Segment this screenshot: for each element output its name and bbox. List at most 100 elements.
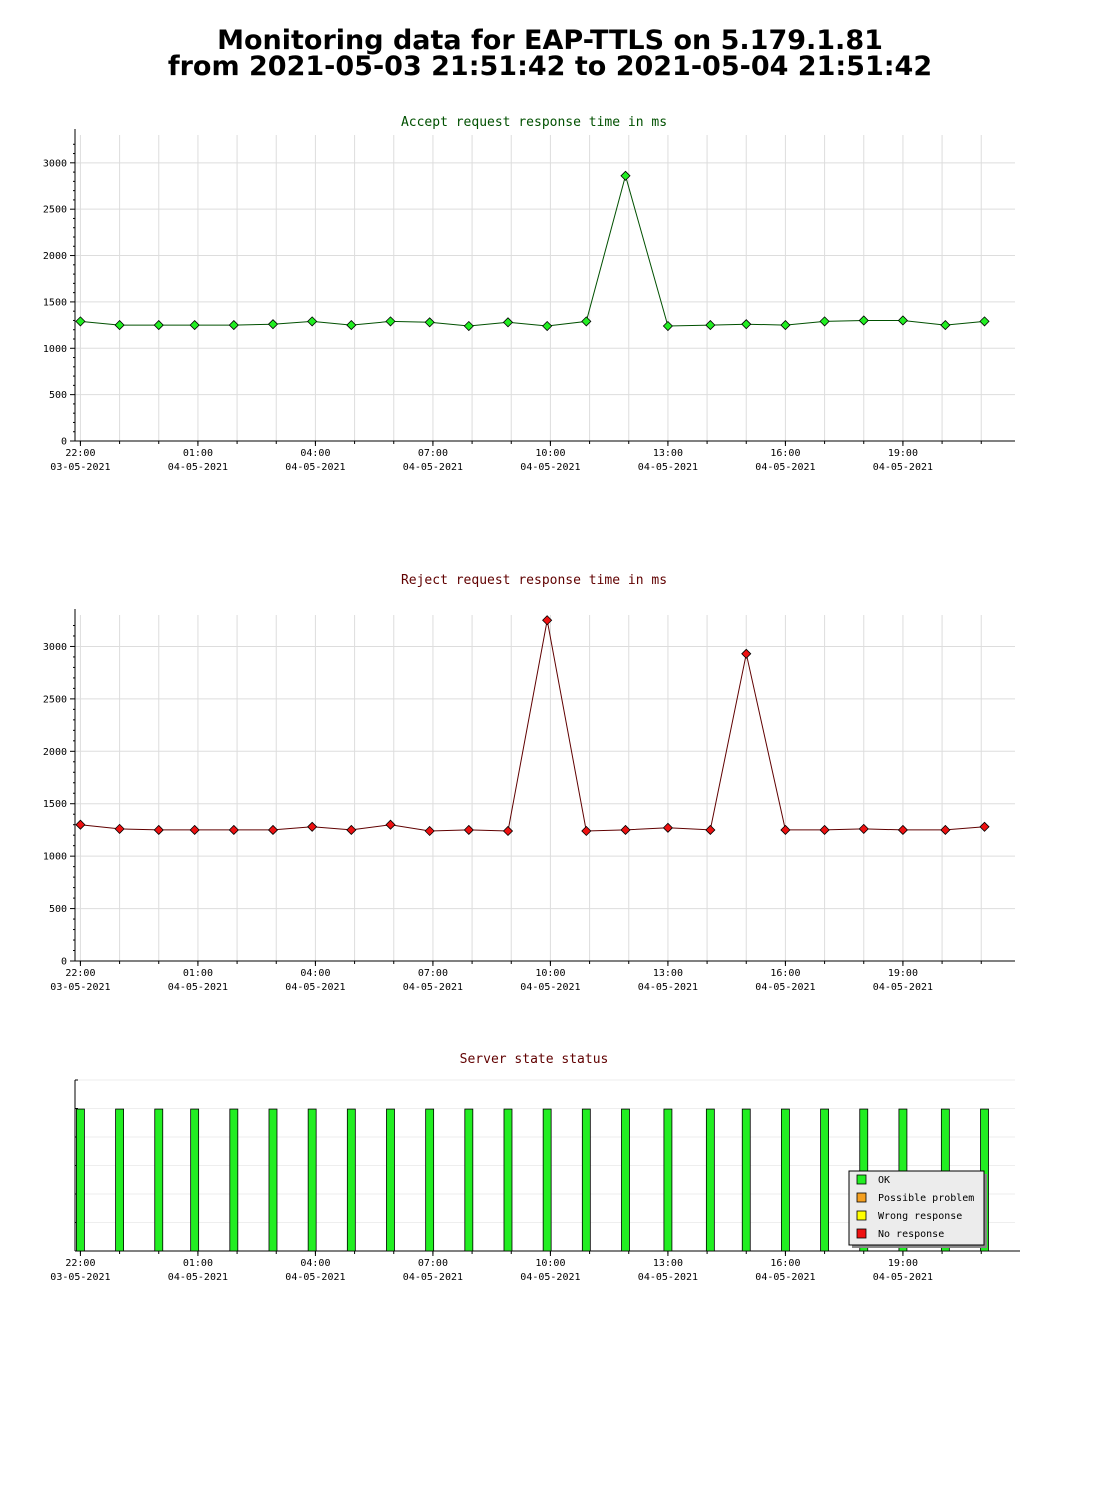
status-status-bar	[154, 1108, 164, 1252]
reject-data-point	[662, 822, 673, 833]
status-status-bar	[581, 1108, 591, 1252]
reject-data-point	[385, 819, 396, 830]
reject-data-point	[542, 615, 553, 626]
accept-x-tick-time: 22:00	[65, 448, 95, 459]
accept-series-line	[80, 173, 985, 327]
status-x-tick-time: 13:00	[653, 1258, 683, 1269]
accept-data-point	[346, 320, 357, 331]
status-status-bar	[386, 1108, 395, 1252]
accept-x-tick-time: 07:00	[418, 448, 448, 459]
reject-data-point	[897, 824, 908, 836]
accept-data-point	[705, 320, 716, 331]
reject-y-tick-label: 0	[61, 957, 67, 968]
accept-y-tick-label: 2500	[43, 205, 67, 216]
status-status-bar	[741, 1108, 751, 1252]
status-status-bar	[820, 1108, 829, 1252]
legend-swatch	[856, 1192, 867, 1203]
status-x-tick-date: 04-05-2021	[520, 1272, 580, 1283]
status-x-tick-time: 01:00	[183, 1258, 213, 1269]
accept-data-point	[424, 317, 435, 328]
accept-data-point	[114, 320, 125, 331]
accept-data-point	[75, 316, 86, 327]
accept-title: Accept request response time in ms	[401, 115, 667, 130]
accept-data-point	[153, 320, 164, 331]
status-status-bar	[425, 1108, 435, 1252]
accept-data-point	[897, 315, 908, 326]
accept-y-tick-label: 500	[49, 390, 67, 401]
reject-x-tick-date: 03-05-2021	[50, 982, 110, 993]
reject-data-point	[307, 821, 318, 832]
reject-data-point	[114, 823, 125, 834]
reject-x-tick-time: 13:00	[653, 968, 683, 979]
accept-x-tick-time: 19:00	[888, 448, 918, 459]
accept-y-tick-label: 1500	[43, 297, 67, 308]
accept-x-tick-date: 04-05-2021	[638, 462, 698, 473]
status-status-bar	[268, 1108, 278, 1252]
status-x-tick-time: 04:00	[300, 1258, 330, 1269]
status-status-bar	[346, 1108, 356, 1252]
status-status-bar	[503, 1108, 513, 1252]
server-state-status-chart: Server state status 22:00 03-05-2021 01:00 0…	[50, 1052, 1020, 1283]
reject-data-point	[741, 648, 752, 659]
status-status-bar	[781, 1108, 790, 1252]
accept-response-time-chart: Accept request response time in ms 0 500 10…	[43, 115, 1015, 473]
accept-x-tick-time: 16:00	[770, 448, 800, 459]
accept-data-point	[463, 320, 474, 332]
reject-x-tick-time: 22:00	[65, 968, 95, 979]
accept-y-tick-label: 0	[61, 437, 67, 448]
accept-data-point	[741, 319, 752, 330]
accept-data-point	[307, 316, 318, 327]
reject-data-point	[502, 825, 514, 837]
accept-x-tick-date: 04-05-2021	[520, 462, 580, 473]
status-x-tick-date: 04-05-2021	[285, 1272, 345, 1283]
status-status-bar	[190, 1108, 200, 1252]
status-status-bar	[76, 1108, 85, 1252]
reject-y-tick-label: 2000	[43, 747, 67, 758]
status-x-tick-date: 04-05-2021	[403, 1272, 463, 1283]
reject-x-tick-date: 04-05-2021	[403, 982, 463, 993]
accept-data-point	[228, 320, 239, 331]
reject-data-point	[620, 824, 631, 836]
accept-x-tick-date: 04-05-2021	[755, 462, 815, 473]
reject-y-tick-label: 2500	[43, 694, 67, 705]
reject-data-point	[228, 824, 239, 836]
accept-x-tick-time: 01:00	[183, 448, 213, 459]
legend-swatch	[856, 1228, 867, 1239]
status-status-bar	[705, 1108, 715, 1252]
status-x-tick-date: 04-05-2021	[638, 1272, 698, 1283]
accept-x-tick-time: 04:00	[300, 448, 330, 459]
status-status-bar	[621, 1108, 630, 1252]
reject-data-point	[267, 824, 279, 836]
reject-x-tick-date: 04-05-2021	[168, 982, 228, 993]
legend-box	[848, 1170, 985, 1246]
accept-data-point	[267, 319, 279, 330]
reject-x-tick-time: 07:00	[418, 968, 448, 979]
reject-x-tick-date: 04-05-2021	[520, 982, 580, 993]
accept-data-point	[780, 320, 791, 331]
page-title-line-2: from 2021-05-03 21:51:42 to 2021-05-04 2…	[167, 51, 933, 82]
legend-label: Possible problem	[878, 1193, 974, 1204]
accept-x-tick-date: 04-05-2021	[285, 462, 345, 473]
status-x-tick-time: 07:00	[418, 1258, 448, 1269]
accept-x-tick-time: 13:00	[653, 448, 683, 459]
reject-x-tick-time: 10:00	[535, 968, 565, 979]
legend-label: OK	[878, 1175, 890, 1186]
status-x-tick-date: 04-05-2021	[873, 1272, 933, 1283]
accept-y-tick-label: 2000	[43, 251, 67, 262]
status-status-bar	[307, 1108, 317, 1252]
status-legend: OK Possible problem Wrong response No respo…	[848, 1170, 987, 1248]
accept-y-tick-label: 1000	[43, 344, 67, 355]
accept-x-tick-date: 04-05-2021	[873, 462, 933, 473]
status-status-bar	[229, 1108, 239, 1252]
accept-data-point	[858, 315, 869, 326]
reject-data-point	[819, 824, 830, 836]
reject-series-line	[80, 620, 985, 832]
reject-data-point	[463, 824, 474, 836]
accept-data-point	[189, 320, 200, 331]
accept-data-point	[542, 320, 553, 332]
accept-data-point	[620, 170, 631, 181]
reject-data-point	[346, 824, 357, 836]
legend-label: No response	[878, 1229, 944, 1240]
reject-data-point	[189, 824, 200, 836]
accept-x-tick-date: 04-05-2021	[403, 462, 463, 473]
